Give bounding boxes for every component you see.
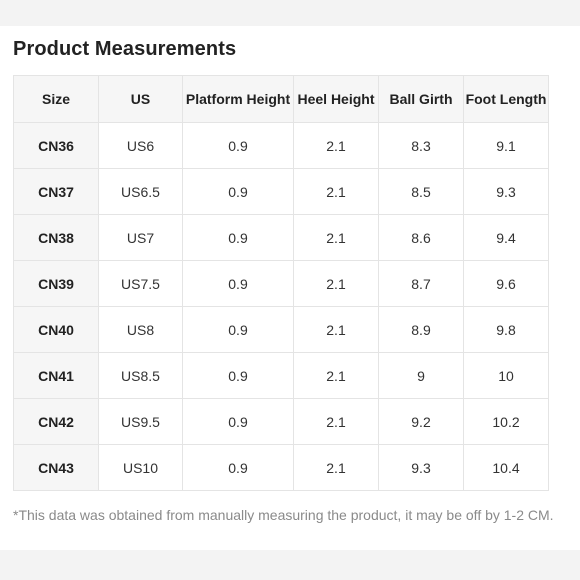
cell-us: US9.5 xyxy=(98,398,183,445)
cell-foot-length: 9.8 xyxy=(463,306,549,353)
cell-foot-length: 9.6 xyxy=(463,260,549,307)
measurements-card: Product Measurements Size US Platform He… xyxy=(0,26,580,550)
cell-size: CN41 xyxy=(13,352,99,399)
header-us: US xyxy=(98,75,183,123)
cell-ball-girth: 9.3 xyxy=(378,444,464,491)
cell-ball-girth: 8.3 xyxy=(378,122,464,169)
cell-size: CN37 xyxy=(13,168,99,215)
cell-size: CN43 xyxy=(13,444,99,491)
measurement-disclaimer: *This data was obtained from manually me… xyxy=(13,507,554,523)
cell-platform-height: 0.9 xyxy=(182,260,294,307)
cell-heel-height: 2.1 xyxy=(293,260,379,307)
table-row: CN43 US10 0.9 2.1 9.3 10.4 xyxy=(13,444,549,491)
table-row: CN41 US8.5 0.9 2.1 9 10 xyxy=(13,352,549,399)
cell-foot-length: 9.1 xyxy=(463,122,549,169)
cell-heel-height: 2.1 xyxy=(293,122,379,169)
cell-ball-girth: 8.6 xyxy=(378,214,464,261)
table-row: CN36 US6 0.9 2.1 8.3 9.1 xyxy=(13,122,549,169)
cell-platform-height: 0.9 xyxy=(182,444,294,491)
header-platform-height: Platform Height xyxy=(182,75,294,123)
cell-size: CN36 xyxy=(13,122,99,169)
table-row: CN42 US9.5 0.9 2.1 9.2 10.2 xyxy=(13,398,549,445)
cell-size: CN38 xyxy=(13,214,99,261)
cell-us: US10 xyxy=(98,444,183,491)
cell-us: US6.5 xyxy=(98,168,183,215)
cell-foot-length: 9.3 xyxy=(463,168,549,215)
table-header-row: Size US Platform Height Heel Height Ball… xyxy=(13,75,549,123)
cell-platform-height: 0.9 xyxy=(182,168,294,215)
cell-us: US8.5 xyxy=(98,352,183,399)
cell-foot-length: 9.4 xyxy=(463,214,549,261)
cell-heel-height: 2.1 xyxy=(293,214,379,261)
cell-us: US6 xyxy=(98,122,183,169)
cell-platform-height: 0.9 xyxy=(182,306,294,353)
cell-ball-girth: 8.7 xyxy=(378,260,464,307)
header-heel-height: Heel Height xyxy=(293,75,379,123)
cell-ball-girth: 9.2 xyxy=(378,398,464,445)
cell-us: US7 xyxy=(98,214,183,261)
cell-us: US8 xyxy=(98,306,183,353)
cell-size: CN42 xyxy=(13,398,99,445)
cell-foot-length: 10.2 xyxy=(463,398,549,445)
table-row: CN38 US7 0.9 2.1 8.6 9.4 xyxy=(13,214,549,261)
cell-size: CN39 xyxy=(13,260,99,307)
cell-heel-height: 2.1 xyxy=(293,444,379,491)
cell-size: CN40 xyxy=(13,306,99,353)
header-size: Size xyxy=(13,75,99,123)
table-row: CN40 US8 0.9 2.1 8.9 9.8 xyxy=(13,306,549,353)
cell-platform-height: 0.9 xyxy=(182,398,294,445)
measurements-table: Size US Platform Height Heel Height Ball… xyxy=(13,75,549,491)
cell-heel-height: 2.1 xyxy=(293,352,379,399)
cell-foot-length: 10.4 xyxy=(463,444,549,491)
cell-ball-girth: 8.9 xyxy=(378,306,464,353)
header-ball-girth: Ball Girth xyxy=(378,75,464,123)
cell-heel-height: 2.1 xyxy=(293,398,379,445)
header-foot-length: Foot Length xyxy=(463,75,549,123)
cell-us: US7.5 xyxy=(98,260,183,307)
cell-platform-height: 0.9 xyxy=(182,352,294,399)
cell-platform-height: 0.9 xyxy=(182,214,294,261)
cell-platform-height: 0.9 xyxy=(182,122,294,169)
table-row: CN37 US6.5 0.9 2.1 8.5 9.3 xyxy=(13,168,549,215)
page-title: Product Measurements xyxy=(13,38,237,60)
cell-ball-girth: 8.5 xyxy=(378,168,464,215)
cell-foot-length: 10 xyxy=(463,352,549,399)
table-row: CN39 US7.5 0.9 2.1 8.7 9.6 xyxy=(13,260,549,307)
cell-ball-girth: 9 xyxy=(378,352,464,399)
cell-heel-height: 2.1 xyxy=(293,306,379,353)
cell-heel-height: 2.1 xyxy=(293,168,379,215)
